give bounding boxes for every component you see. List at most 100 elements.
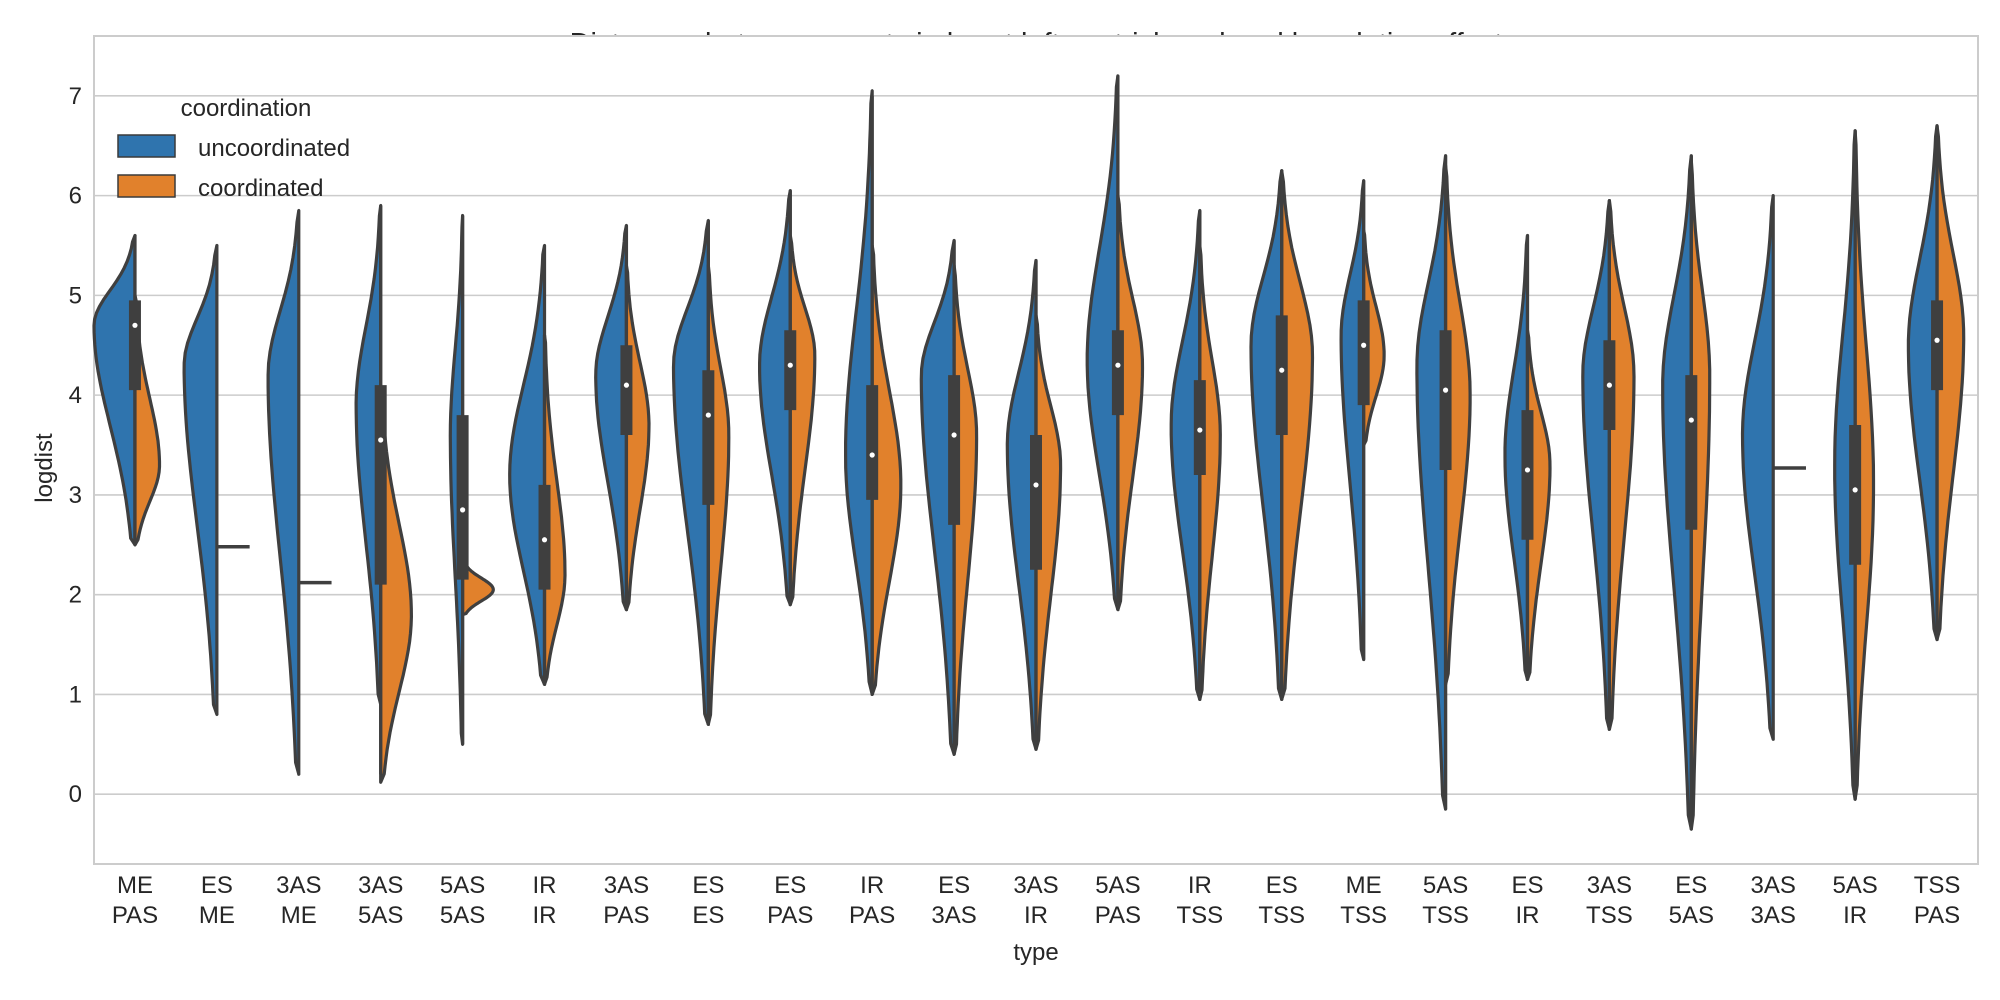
x-tick-label-line2: PAS <box>849 902 895 929</box>
violin-uncoordinated <box>1169 208 1202 701</box>
x-tick-label-line2: PAS <box>112 902 158 929</box>
x-tick-label-line2: IR <box>533 902 557 929</box>
x-tick-label-line2: PAS <box>767 902 813 929</box>
y-tick-label: 0 <box>69 781 82 808</box>
legend-label-coordinated: coordinated <box>198 175 323 202</box>
x-tick-label-line2: 5AS <box>440 902 485 929</box>
violin-group <box>1503 233 1552 682</box>
x-tick-label-line1: ES <box>938 872 970 899</box>
x-tick-label-line1: ES <box>1266 872 1298 899</box>
violin-group <box>844 89 903 697</box>
y-tick-label: 7 <box>69 83 82 110</box>
x-tick-label-line2: ME <box>281 902 317 929</box>
violin-group <box>671 218 731 726</box>
box-median <box>1934 337 1940 343</box>
x-tick-label-line1: ES <box>774 872 806 899</box>
violin-coordinated <box>1607 199 1636 731</box>
violin-group <box>508 243 567 687</box>
violin-uncoordinated <box>508 243 547 687</box>
box-median <box>1442 387 1449 393</box>
x-tick-label-line1: ES <box>1511 872 1543 899</box>
y-axis-ticks: 0 1 2 3 4 5 6 7 <box>69 83 82 808</box>
violin-uncoordinated <box>92 233 137 547</box>
violin-coordinated <box>542 333 567 687</box>
violin-group <box>594 223 651 612</box>
violin-uncoordinated <box>182 243 219 716</box>
box-median <box>378 437 384 443</box>
x-tick-label-line2: TSS <box>1340 902 1387 929</box>
x-tick-label-line2: 5AS <box>1669 902 1714 929</box>
violin-uncoordinated <box>919 238 956 756</box>
violin-coordinated <box>1689 159 1712 831</box>
violin-uncoordinated <box>1085 74 1120 612</box>
x-tick-label-line2: TSS <box>1422 902 1469 929</box>
y-tick-label: 4 <box>69 382 82 409</box>
violin-group <box>448 213 495 746</box>
x-tick-label-line2: 3AS <box>1751 902 1796 929</box>
x-tick-label-line1: ME <box>1346 872 1382 899</box>
x-tick-label-line1: ES <box>692 872 724 899</box>
x-tick-label-line2: ES <box>692 902 724 929</box>
x-tick-label-line1: 5AS <box>440 872 485 899</box>
box-median <box>869 452 875 458</box>
x-tick-label-line1: 5AS <box>1095 872 1140 899</box>
violins <box>92 74 1966 831</box>
violin-uncoordinated <box>448 213 465 746</box>
box-median <box>1524 467 1531 473</box>
x-tick-label-line1: IR <box>533 872 557 899</box>
x-tick-label-line1: 3AS <box>604 872 649 899</box>
legend-swatch-coordinated <box>117 174 176 198</box>
violin-uncoordinated <box>1740 194 1775 741</box>
x-tick-label-line2: TSS <box>1176 902 1223 929</box>
x-tick-label-line1: 5AS <box>1832 872 1877 899</box>
x-tick-label-line1: IR <box>860 872 884 899</box>
violin-group <box>354 203 413 784</box>
violin-group <box>1661 154 1712 831</box>
violin-coordinated <box>1935 124 1966 642</box>
violin-uncoordinated <box>1581 199 1611 731</box>
violin-coordinated <box>1034 313 1063 751</box>
violin-uncoordinated <box>758 189 792 607</box>
x-tick-label-line1: 3AS <box>1587 872 1632 899</box>
violin-uncoordinated <box>354 203 383 706</box>
box-median <box>705 412 711 418</box>
x-tick-label-line2: TSS <box>1586 902 1633 929</box>
box-median <box>1606 382 1612 388</box>
y-tick-label: 3 <box>69 482 82 509</box>
violin-uncoordinated <box>1833 129 1857 801</box>
box-median <box>1688 417 1694 423</box>
violin-group <box>919 238 979 756</box>
violin-group <box>1833 129 1876 801</box>
violin-coordinated <box>870 243 903 697</box>
violin-group <box>1339 179 1386 662</box>
violin-uncoordinated <box>844 89 874 697</box>
x-axis-ticks: ME PAS ES ME 3AS ME 3AS 5AS 5AS 5AS IR IR 3AS PAS ES ES… <box>112 872 1961 929</box>
box-median <box>541 537 548 543</box>
x-tick-label-line2: PAS <box>1095 902 1141 929</box>
y-tick-label: 2 <box>69 582 82 609</box>
box-median <box>1033 482 1039 488</box>
x-tick-label-line2: 3AS <box>931 902 976 929</box>
violin-group <box>1740 194 1806 741</box>
legend-label-uncoordinated: uncoordinated <box>198 135 350 162</box>
x-tick-label-line1: 3AS <box>358 872 403 899</box>
y-tick-label: 5 <box>69 282 82 309</box>
violin-uncoordinated <box>671 218 710 726</box>
violin-uncoordinated <box>1906 124 1939 642</box>
violin-group <box>92 233 162 547</box>
violin-uncoordinated <box>1415 154 1448 811</box>
violin-group <box>1005 258 1063 751</box>
x-tick-label-line1: IR <box>1188 872 1212 899</box>
legend-swatch-uncoordinated <box>117 134 176 158</box>
x-tick-label-line1: 3AS <box>1013 872 1058 899</box>
box-median <box>1279 367 1285 373</box>
x-tick-label-line1: TSS <box>1914 872 1961 899</box>
box-median <box>1852 487 1858 493</box>
box-median <box>1361 342 1367 348</box>
violin-uncoordinated <box>1503 233 1530 682</box>
box-median <box>132 322 138 328</box>
x-tick-label-line2: 5AS <box>358 902 403 929</box>
box-median <box>1115 362 1121 368</box>
y-tick-label: 6 <box>69 183 82 210</box>
